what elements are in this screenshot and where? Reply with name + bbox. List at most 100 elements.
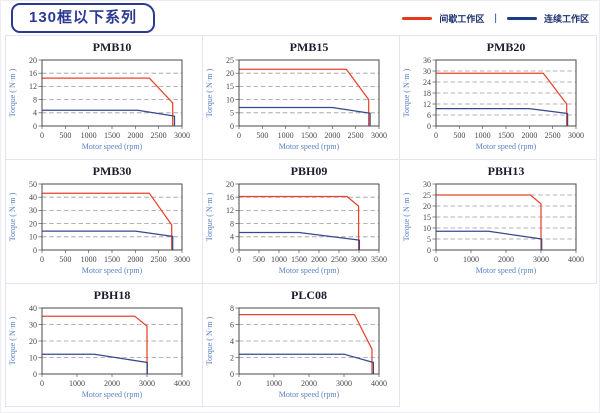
legend-label-intermittent: 间歇工作区	[439, 13, 485, 24]
y-tick-label: 6	[427, 111, 431, 120]
y-tick-label: 10	[423, 224, 431, 233]
y-tick-label: 0	[230, 246, 234, 255]
y-tick-label: 5	[230, 109, 234, 118]
x-tick-label: 500	[59, 255, 71, 264]
y-tick-label: 0	[427, 246, 431, 255]
y-tick-label: 18	[423, 89, 431, 98]
chart-cell-plc08: PLC08 0 2 4 6 8 0 1000 2000 3000 4000 Motor speed (…	[202, 283, 399, 407]
x-tick-label: 500	[256, 131, 268, 140]
series-line-continuous	[239, 106, 371, 126]
charts-grid: PMB10 0 4 8 12 16 20 0 500 1000 1500 2000 2500 3000 Mo…	[5, 35, 597, 407]
x-tick-label: 1500	[104, 131, 120, 140]
x-tick-label: 4000	[174, 379, 190, 388]
chart-cell-pbh09: PBH09 0 4 8 12 16 20 0 500 1000 1500 2000 2500 3000 35…	[202, 159, 399, 283]
y-tick-label: 5	[427, 235, 431, 244]
series-line-continuous	[42, 109, 176, 126]
x-tick-label: 0	[237, 131, 241, 140]
x-tick-label: 1000	[271, 255, 287, 264]
y-tick-label: 0	[427, 122, 431, 131]
y-tick-label: 16	[29, 69, 37, 78]
series-title-badge: 130框以下系列	[11, 3, 156, 33]
x-tick-label: 2500	[151, 131, 167, 140]
x-tick-label: 2500	[545, 131, 561, 140]
empty-cell	[399, 283, 597, 407]
plot-border	[41, 59, 183, 127]
x-tick-label: 2000	[521, 131, 537, 140]
x-axis-label: Motor speed (rpm)	[476, 266, 537, 275]
y-axis-label: Torque ( N·m )	[402, 192, 411, 241]
x-tick-label: 1000	[266, 379, 282, 388]
torque-speed-plot-plc08: PLC08 0 2 4 6 8 0 1000 2000 3000 4000 Motor speed (…	[205, 288, 387, 399]
chart-title: PLC08	[291, 288, 327, 302]
x-tick-label: 3000	[174, 255, 190, 264]
series-line-continuous	[436, 107, 569, 126]
y-tick-label: 12	[226, 206, 234, 215]
y-tick-label: 2	[230, 353, 234, 362]
legend-swatch-intermittent	[402, 16, 433, 20]
y-tick-label: 40	[29, 304, 37, 313]
y-tick-label: 0	[33, 246, 37, 255]
chart-title: PBH13	[488, 164, 525, 178]
chart-cell-pmb10: PMB10 0 4 8 12 16 20 0 500 1000 1500 2000 2500 3000 Mo…	[5, 35, 202, 159]
legend-separator: |	[494, 12, 497, 24]
chart-cell-pbh13: PBH13 0 5 10 15 20 25 30 0 1000 2000 3000 4000 Motor …	[399, 159, 597, 283]
y-tick-label: 4	[33, 109, 37, 118]
x-tick-label: 1000	[278, 131, 294, 140]
page-header: 130框以下系列 间歇工作区 | 连续工作区	[1, 1, 599, 35]
x-tick-label: 2500	[331, 255, 347, 264]
y-tick-label: 10	[29, 233, 37, 242]
y-tick-label: 20	[29, 219, 37, 228]
torque-speed-plot-pbh18: PBH18 0 10 20 30 40 0 1000 2000 3000 4000 Motor spe…	[8, 288, 190, 399]
x-tick-label: 2000	[311, 255, 327, 264]
series-line-continuous	[436, 230, 543, 250]
y-tick-label: 8	[230, 219, 234, 228]
series-line-intermittent	[239, 68, 370, 126]
x-tick-label: 3000	[568, 131, 584, 140]
y-tick-label: 50	[29, 180, 37, 189]
chart-title: PMB20	[487, 40, 526, 54]
x-tick-label: 2000	[301, 379, 317, 388]
y-tick-label: 40	[29, 193, 37, 202]
y-tick-label: 30	[423, 180, 431, 189]
y-tick-label: 0	[33, 122, 37, 131]
x-tick-label: 0	[40, 131, 44, 140]
series-line-continuous	[239, 353, 375, 374]
y-tick-label: 10	[226, 95, 234, 104]
x-tick-label: 1000	[81, 255, 97, 264]
x-tick-label: 2000	[324, 131, 340, 140]
x-axis-label: Motor speed (rpm)	[476, 142, 537, 151]
chart-title: PMB10	[93, 40, 132, 54]
y-tick-label: 15	[423, 213, 431, 222]
torque-speed-plot-pbh13: PBH13 0 5 10 15 20 25 30 0 1000 2000 3000 4000 Motor …	[402, 164, 584, 275]
x-tick-label: 500	[453, 131, 465, 140]
x-tick-label: 1500	[301, 131, 317, 140]
x-tick-label: 3000	[371, 131, 387, 140]
x-tick-label: 0	[40, 379, 44, 388]
x-tick-label: 0	[434, 255, 438, 264]
y-tick-label: 4	[230, 233, 234, 242]
y-tick-label: 25	[226, 56, 234, 65]
x-tick-label: 3500	[371, 255, 387, 264]
torque-speed-plot-pmb20: PMB20 0 6 12 18 24 30 36 0 500 1000 1500 2000 2500 300…	[402, 40, 584, 151]
x-axis-label: Motor speed (rpm)	[279, 390, 340, 399]
y-tick-label: 10	[29, 353, 37, 362]
y-tick-label: 0	[33, 370, 37, 379]
x-tick-label: 2000	[104, 379, 120, 388]
x-tick-label: 0	[40, 255, 44, 264]
x-axis-label: Motor speed (rpm)	[82, 390, 143, 399]
y-tick-label: 25	[423, 191, 431, 200]
x-tick-label: 3000	[533, 255, 549, 264]
legend: 间歇工作区 | 连续工作区	[402, 12, 589, 25]
x-axis-label: Motor speed (rpm)	[82, 266, 143, 275]
y-axis-label: Torque ( N·m )	[8, 316, 17, 365]
chart-cell-pmb30: PMB30 0 10 20 30 40 50 0 500 1000 1500 2000 2500 3000…	[5, 159, 202, 283]
series-line-continuous	[42, 353, 148, 374]
plot-border	[238, 59, 380, 127]
x-tick-label: 1500	[498, 131, 514, 140]
x-tick-label: 2000	[127, 131, 143, 140]
series-line-continuous	[239, 231, 361, 250]
y-tick-label: 20	[226, 69, 234, 78]
y-tick-label: 15	[226, 82, 234, 91]
y-axis-label: Torque ( N·m )	[205, 68, 214, 117]
x-tick-label: 3000	[139, 379, 155, 388]
